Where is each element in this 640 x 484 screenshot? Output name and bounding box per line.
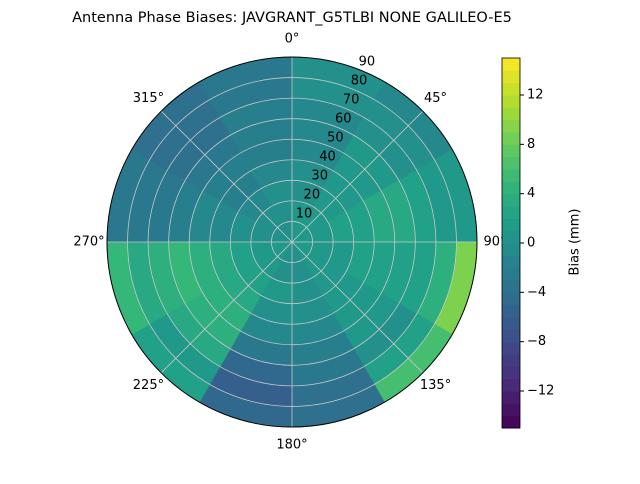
theta-tick-label: 180° xyxy=(276,438,307,453)
theta-tick-label: 45° xyxy=(424,91,447,106)
theta-tick-label: 0° xyxy=(285,32,300,47)
colorbar-band xyxy=(502,243,520,256)
colorbar-tick-label: 4 xyxy=(527,186,535,201)
theta-tick-label: 135° xyxy=(420,378,451,393)
grid-spoke xyxy=(160,241,293,374)
colorbar-band xyxy=(502,206,520,219)
colorbar-tick-label: 12 xyxy=(527,88,544,103)
colorbar-band xyxy=(502,329,520,343)
r-tick-label: 80 xyxy=(351,73,368,88)
colorbar-band xyxy=(502,70,520,84)
colorbar-band xyxy=(502,144,520,158)
colorbar-tick-label: −12 xyxy=(527,384,554,399)
theta-tick-label: 270° xyxy=(73,235,104,250)
colorbar-band xyxy=(502,415,520,429)
colorbar-band xyxy=(502,267,520,281)
colorbar-tick-label: 0 xyxy=(527,236,535,251)
colorbar-band xyxy=(502,403,520,417)
r-tick-label: 30 xyxy=(311,168,328,183)
colorbar-band xyxy=(502,304,520,318)
colorbar-band xyxy=(502,58,520,71)
colorbar-band xyxy=(502,132,520,145)
r-tick-label: 20 xyxy=(304,187,321,202)
colorbar-band xyxy=(502,354,520,367)
theta-tick-label: 225° xyxy=(133,378,164,393)
plot-frame xyxy=(106,56,478,428)
r-tick-label: 40 xyxy=(319,149,336,164)
grid-spoke xyxy=(291,241,424,374)
colorbar-band xyxy=(502,280,520,293)
grid-spoke xyxy=(291,110,424,243)
colorbar-band xyxy=(502,119,520,133)
polar-plot: 10 20 30 40 50 60 70 80 90 0° 45° 90° 135° 180° 225° 27… xyxy=(73,32,506,453)
chart-title: Antenna Phase Biases: JAVGRANT_G5TLBI NO… xyxy=(72,10,512,26)
colorbar-band xyxy=(502,230,520,244)
colorbar-band xyxy=(502,107,520,121)
colorbar-tick-label: −4 xyxy=(527,285,546,300)
colorbar-band xyxy=(502,193,520,207)
colorbar-band xyxy=(502,169,520,182)
theta-tick-label: 315° xyxy=(133,91,164,106)
colorbar-band xyxy=(502,317,520,330)
r-tick-label: 50 xyxy=(327,130,344,145)
colorbar-band xyxy=(502,341,520,355)
colorbar-band xyxy=(502,82,520,96)
r-tick-label: 70 xyxy=(343,92,360,107)
r-tick-label: 90 xyxy=(359,54,376,69)
colorbar: −12 −8 −4 0 4 8 12 xyxy=(501,57,554,429)
colorbar-band xyxy=(502,378,520,392)
colorbar-label: Bias (mm) xyxy=(568,209,583,276)
colorbar-band xyxy=(502,95,520,108)
colorbar-band xyxy=(502,181,520,195)
colorbar-band xyxy=(502,391,520,404)
colorbar-band xyxy=(502,255,520,269)
r-tick-label: 60 xyxy=(335,111,352,126)
colorbar-tick-label: 8 xyxy=(527,137,535,152)
colorbar-band xyxy=(502,292,520,306)
colorbar-band xyxy=(502,218,520,232)
grid-spoke xyxy=(160,110,293,243)
colorbar-band xyxy=(502,366,520,380)
theta-tick-label: 90° xyxy=(483,235,506,250)
colorbar-band xyxy=(502,156,520,170)
r-tick-label: 10 xyxy=(296,206,313,221)
colorbar-tick-label: −8 xyxy=(527,334,546,349)
